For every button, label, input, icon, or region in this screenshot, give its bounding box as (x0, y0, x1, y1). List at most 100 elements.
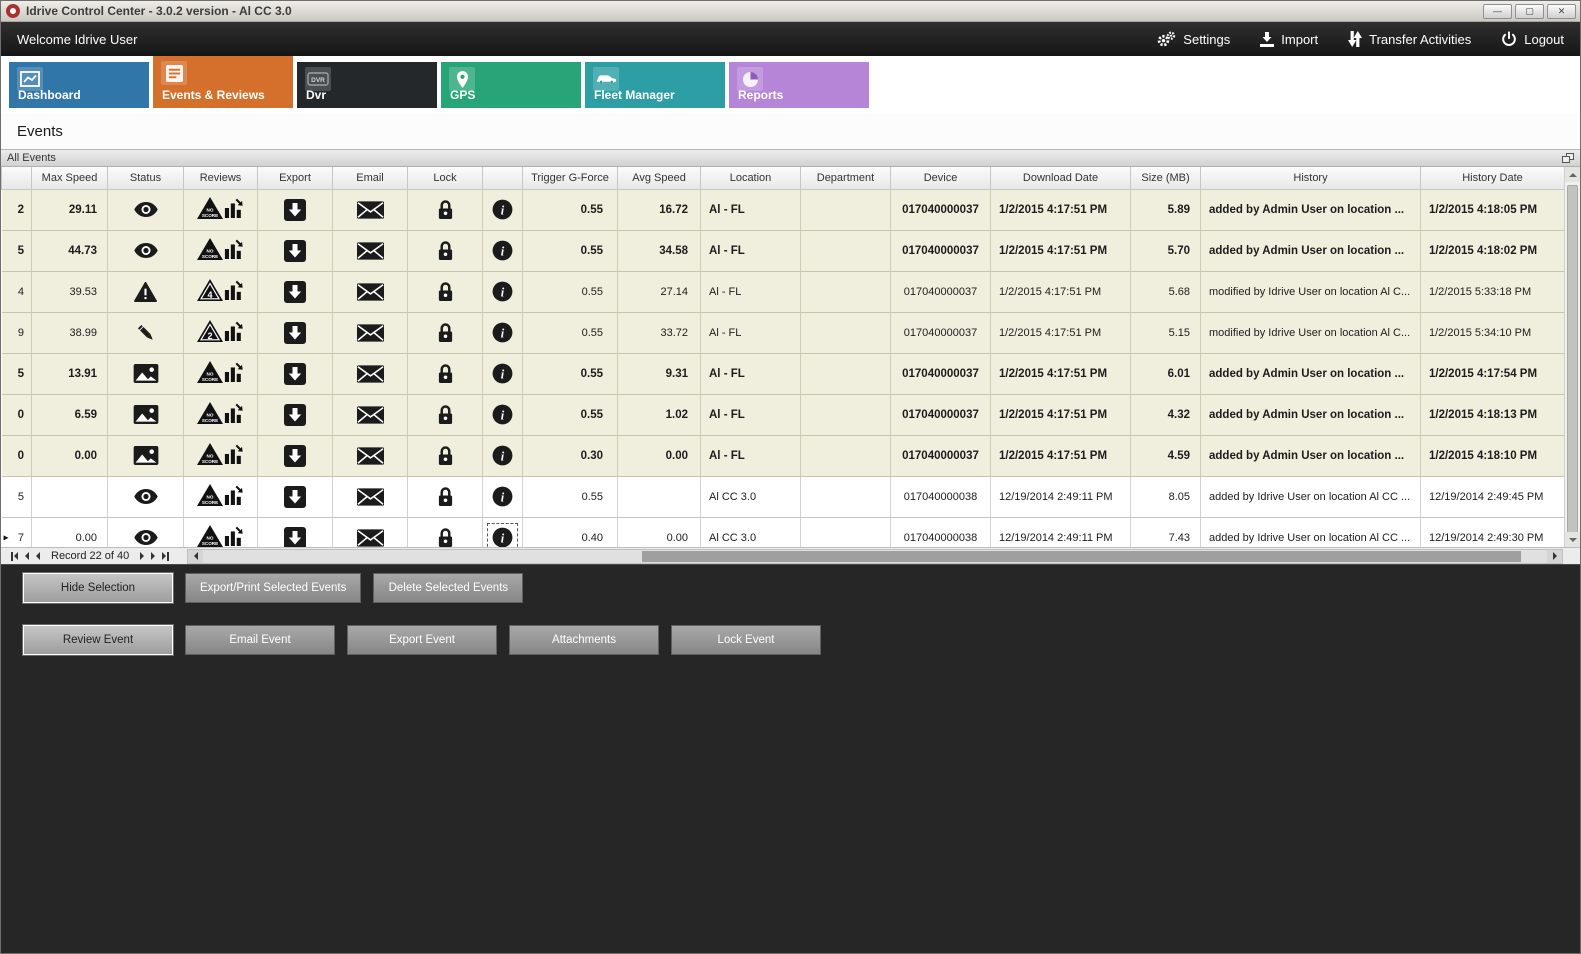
next-record-button[interactable] (140, 552, 145, 560)
attachments-button[interactable]: Attachments (509, 625, 659, 655)
col-header-device[interactable]: Device (890, 167, 991, 190)
email-cell[interactable] (332, 394, 408, 436)
export-cell[interactable] (257, 353, 333, 395)
status-cell[interactable] (107, 394, 184, 436)
status-cell[interactable] (107, 271, 184, 313)
lock-cell[interactable] (407, 230, 483, 272)
reviews-cell[interactable]: NO SCORE (183, 517, 258, 547)
tab-dvr[interactable]: DVR Dvr (297, 62, 437, 108)
reviews-cell[interactable]: NO SCORE (183, 189, 258, 231)
tab-fleet-manager[interactable]: Fleet Manager (585, 62, 725, 108)
email-cell[interactable] (332, 189, 408, 231)
col-header-trigger[interactable]: Trigger G-Force (522, 167, 618, 190)
minimize-button[interactable]: — (1483, 3, 1512, 19)
scroll-right-icon[interactable] (1547, 549, 1562, 563)
lock-cell[interactable] (407, 476, 483, 518)
email-cell[interactable] (332, 517, 408, 547)
export-print-selected-events-button[interactable]: Export/Print Selected Events (185, 573, 362, 603)
info-cell[interactable]: i (482, 353, 523, 395)
lock-cell[interactable] (407, 517, 483, 547)
hide-selection-button[interactable]: Hide Selection (23, 573, 173, 603)
last-record-button[interactable] (162, 551, 170, 561)
reviews-cell[interactable]: NO SCORE (183, 394, 258, 436)
horizontal-scroll-thumb[interactable] (641, 550, 1521, 562)
tab-gps[interactable]: GPS (441, 62, 581, 108)
col-header-history-date[interactable]: History Date (1420, 167, 1565, 190)
export-cell[interactable] (257, 312, 333, 354)
info-cell[interactable]: i (482, 230, 523, 272)
vertical-scroll-thumb[interactable] (1567, 185, 1578, 547)
transfer-activities-button[interactable]: Transfer Activities (1348, 31, 1471, 47)
reviews-cell[interactable]: NO SCORE (183, 435, 258, 477)
prev-page-button[interactable] (25, 552, 29, 560)
lock-cell[interactable] (407, 312, 483, 354)
maximize-button[interactable]: ▢ (1515, 3, 1544, 19)
col-header-lock[interactable]: Lock (407, 167, 483, 190)
email-cell[interactable] (332, 271, 408, 313)
col-header-max-speed[interactable]: Max Speed (31, 167, 108, 190)
info-cell[interactable]: i (482, 394, 523, 436)
tab-dashboard[interactable]: Dashboard (9, 62, 149, 108)
lock-cell[interactable] (407, 435, 483, 477)
col-header-reviews[interactable]: Reviews (183, 167, 258, 190)
export-cell[interactable] (257, 394, 333, 436)
info-cell[interactable]: i (482, 435, 523, 477)
scroll-down-icon[interactable] (1565, 532, 1580, 547)
lock-cell[interactable] (407, 353, 483, 395)
email-cell[interactable] (332, 353, 408, 395)
col-header-history[interactable]: History (1200, 167, 1421, 190)
vertical-scrollbar[interactable] (1564, 167, 1580, 547)
email-cell[interactable] (332, 476, 408, 518)
status-cell[interactable] (107, 353, 184, 395)
status-cell[interactable] (107, 230, 184, 272)
export-cell[interactable] (257, 517, 333, 547)
tab-reports[interactable]: Reports (729, 62, 869, 108)
col-header-department[interactable]: Department (800, 167, 891, 190)
col-header-size[interactable]: Size (MB) (1130, 167, 1201, 190)
reviews-cell[interactable]: NO SCORE (183, 353, 258, 395)
export-cell[interactable] (257, 476, 333, 518)
info-cell[interactable]: i (482, 189, 523, 231)
status-cell[interactable] (107, 312, 184, 354)
col-header-export[interactable]: Export (257, 167, 333, 190)
info-cell[interactable]: i (482, 312, 523, 354)
col-header-avg-speed[interactable]: Avg Speed (617, 167, 701, 190)
review-event-button[interactable]: Review Event (23, 625, 173, 655)
col-header-status[interactable]: Status (107, 167, 184, 190)
info-cell[interactable]: i (482, 271, 523, 313)
lock-event-button[interactable]: Lock Event (671, 625, 821, 655)
delete-selected-events-button[interactable]: Delete Selected Events (373, 573, 524, 603)
prev-record-button[interactable] (36, 552, 40, 560)
col-header-location[interactable]: Location (700, 167, 801, 190)
lock-cell[interactable] (407, 271, 483, 313)
close-button[interactable]: ✕ (1547, 3, 1576, 19)
export-cell[interactable] (257, 435, 333, 477)
status-cell[interactable] (107, 189, 184, 231)
export-cell[interactable] (257, 189, 333, 231)
status-cell[interactable] (107, 476, 184, 518)
export-cell[interactable] (257, 230, 333, 272)
first-record-button[interactable] (11, 551, 18, 561)
export-cell[interactable] (257, 271, 333, 313)
lock-cell[interactable] (407, 189, 483, 231)
reviews-cell[interactable]: NO SCORE (183, 476, 258, 518)
panel-restore-icon[interactable] (1562, 153, 1574, 163)
table-row[interactable]: ▸ 7 0.00 NO SCORE i 0.40 0.00 Al CC 3.0 01… (1, 517, 1565, 547)
reviews-cell[interactable]: NO SCORE (183, 230, 258, 272)
settings-button[interactable]: Settings (1156, 30, 1230, 48)
info-cell[interactable]: i (482, 476, 523, 518)
col-header-info[interactable] (482, 167, 523, 190)
email-cell[interactable] (332, 312, 408, 354)
logout-button[interactable]: Logout (1501, 31, 1564, 47)
status-cell[interactable] (107, 517, 184, 547)
info-cell[interactable]: i (482, 517, 523, 547)
